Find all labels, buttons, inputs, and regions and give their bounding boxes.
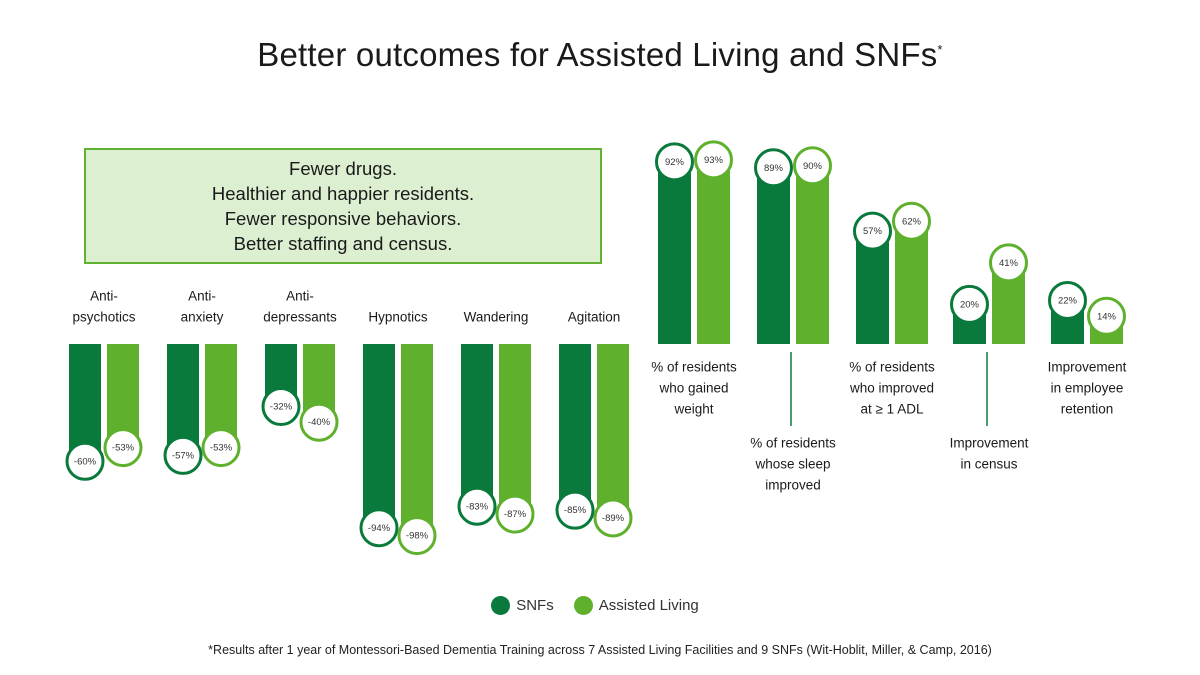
value-bubble-assisted-living-label: -98% [406, 531, 429, 542]
value-bubble-snfs-label: 20% [960, 299, 980, 310]
value-bubble-assisted-living-label: 62% [902, 216, 922, 227]
bar-snfs [559, 344, 591, 511]
category-label: improved [765, 478, 821, 493]
value-bubble-snfs-label: -60% [74, 456, 97, 467]
category-label: % of residents [750, 436, 836, 451]
category-label: psychotics [72, 310, 135, 325]
category-label: retention [1061, 402, 1114, 417]
bar-assisted-living [401, 344, 433, 536]
value-bubble-assisted-living-label: -89% [602, 513, 625, 524]
category-label: Anti- [188, 289, 216, 304]
legend-label-snfs: SNFs [516, 597, 554, 614]
category-label: % of residents [651, 360, 737, 375]
category-label: in employee [1051, 381, 1124, 396]
category-label: % of residents [849, 360, 935, 375]
category-label: who improved [849, 381, 934, 396]
category-label: anxiety [181, 310, 224, 325]
legend: SNFs Assisted Living [0, 596, 1200, 615]
legend-swatch-assisted-living [573, 596, 593, 615]
value-bubble-snfs-circle [261, 387, 301, 427]
value-bubble-snfs-label: -57% [172, 450, 195, 461]
category-label: Wandering [464, 310, 529, 325]
value-bubble-assisted-living-circle [892, 201, 931, 241]
value-bubble-snfs-label: 57% [863, 226, 883, 237]
value-bubble-snfs-label: -94% [368, 523, 391, 534]
value-bubble-assisted-living-label: -53% [210, 443, 233, 454]
value-bubble-assisted-living-circle [1087, 296, 1126, 336]
category-label: Improvement [1048, 360, 1127, 375]
value-bubble-snfs-circle [65, 441, 105, 481]
value-bubble-assisted-living-label: -53% [112, 443, 135, 454]
value-bubble-snfs-label: -83% [466, 501, 489, 512]
category-label: in census [960, 457, 1017, 472]
value-bubble-snfs-circle [457, 486, 497, 526]
legend-swatch-snfs [491, 596, 511, 615]
value-bubble-assisted-living-circle [201, 428, 241, 468]
value-bubble-assisted-living-label: -40% [308, 417, 331, 428]
legend-item-snfs: SNFs [491, 596, 554, 615]
bar-snfs [757, 167, 790, 344]
value-bubble-snfs-label: -32% [270, 402, 293, 413]
value-bubble-snfs-circle [163, 435, 203, 475]
value-bubble-snfs-label: 89% [764, 163, 784, 174]
legend-label-assisted-living: Assisted Living [598, 597, 699, 614]
value-bubble-assisted-living-label: -87% [504, 509, 527, 520]
value-bubble-snfs-circle [359, 508, 399, 548]
category-label: weight [673, 402, 713, 417]
value-bubble-assisted-living-label: 90% [803, 161, 823, 172]
value-bubble-assisted-living-circle [793, 146, 832, 186]
value-bubble-assisted-living-circle [593, 498, 633, 538]
value-bubble-assisted-living-circle [694, 140, 733, 180]
value-bubble-assisted-living-label: 93% [704, 155, 724, 166]
summary-callout: Fewer drugs. Healthier and happier resid… [84, 148, 602, 264]
value-bubble-assisted-living-circle [989, 243, 1028, 283]
bar-assisted-living [697, 159, 730, 344]
footnote: *Results after 1 year of Montessori-Base… [208, 643, 992, 657]
category-label: Anti- [286, 289, 314, 304]
legend-item-assisted-living: Assisted Living [573, 596, 699, 615]
callout-line: Better staffing and census. [233, 233, 453, 254]
callout-line: Fewer drugs. [289, 158, 397, 179]
bar-snfs [658, 161, 691, 344]
value-bubble-snfs-label: -85% [564, 505, 587, 516]
bar-assisted-living [895, 221, 928, 344]
value-bubble-assisted-living-circle [103, 428, 143, 468]
category-label: who gained [658, 381, 728, 396]
category-label: at ≥ 1 ADL [861, 402, 924, 417]
bar-assisted-living [499, 344, 531, 515]
bar-snfs [69, 344, 101, 462]
value-bubble-snfs-circle [853, 211, 892, 251]
value-bubble-assisted-living-circle [495, 494, 535, 534]
bar-assisted-living [796, 165, 829, 344]
category-label: Agitation [568, 310, 621, 325]
value-bubble-assisted-living-circle [299, 402, 339, 442]
value-bubble-assisted-living-circle [397, 516, 437, 556]
bar-assisted-living [597, 344, 629, 518]
category-label: depressants [263, 310, 337, 325]
callout-line: Healthier and happier residents. [211, 183, 475, 204]
value-bubble-snfs-circle [950, 284, 989, 324]
category-label: Hypnotics [368, 310, 428, 325]
value-bubble-snfs-label: 22% [1058, 295, 1078, 306]
value-bubble-snfs-circle [555, 490, 595, 530]
bar-snfs [461, 344, 493, 507]
chart-title: Better outcomes for Assisted Living and … [257, 36, 943, 73]
value-bubble-assisted-living-label: 41% [999, 258, 1019, 269]
value-bubble-assisted-living-label: 14% [1097, 311, 1117, 322]
callout-line: Fewer responsive behaviors. [224, 208, 462, 229]
category-label: Improvement [950, 436, 1029, 451]
value-bubble-snfs-circle [1048, 280, 1087, 320]
bar-snfs [363, 344, 395, 528]
category-label: Anti- [90, 289, 118, 304]
value-bubble-snfs-circle [754, 148, 793, 188]
value-bubble-snfs-circle [655, 142, 694, 182]
value-bubble-snfs-label: 92% [665, 157, 685, 168]
category-label: whose sleep [754, 457, 830, 472]
